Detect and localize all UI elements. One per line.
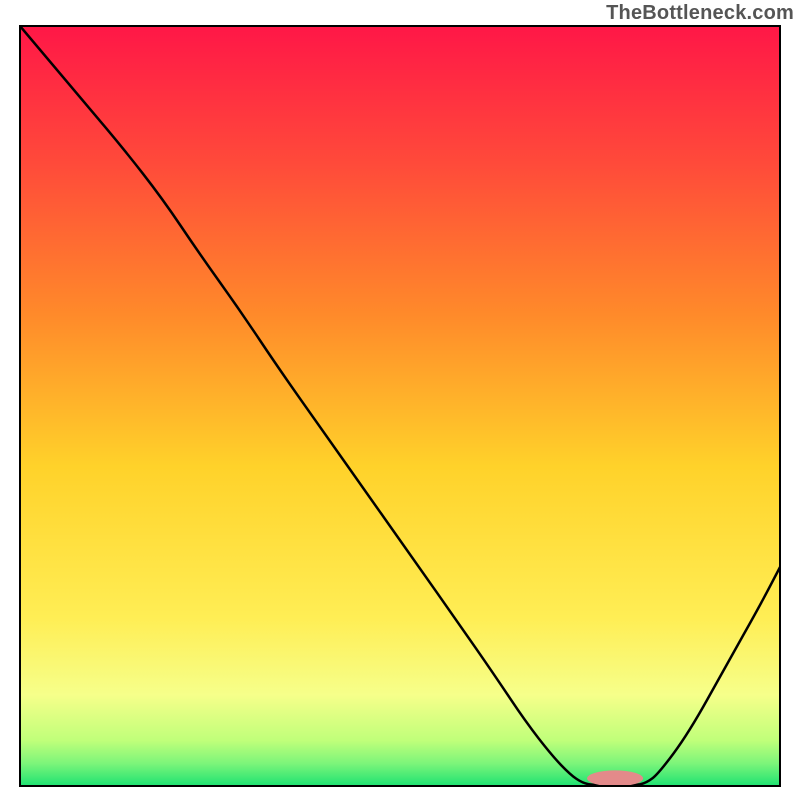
chart-container: TheBottleneck.com — [0, 0, 800, 800]
optimal-marker — [587, 770, 643, 786]
plot-background — [20, 26, 780, 786]
bottleneck-chart — [0, 0, 800, 800]
watermark-text: TheBottleneck.com — [606, 2, 794, 25]
